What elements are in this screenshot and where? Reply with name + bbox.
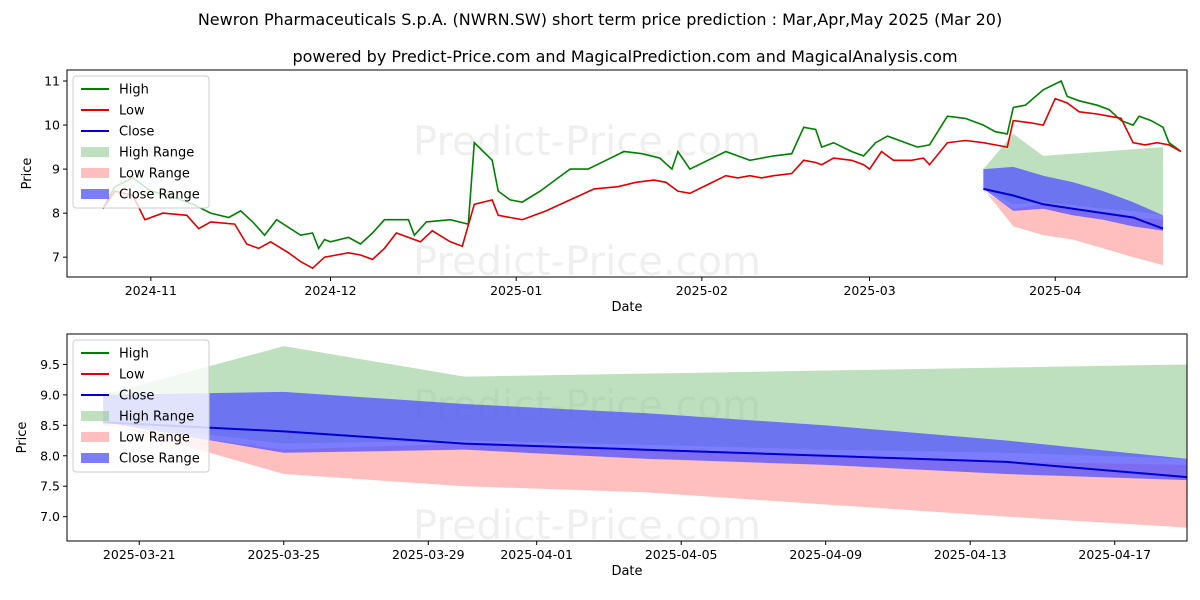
prediction-zoom-panel-legend-close-range-swatch (81, 453, 109, 463)
prediction-zoom-panel-y-tick-label: 9.5 (40, 357, 60, 372)
history-price-panel-close-line (983, 187, 1164, 230)
prediction-zoom-panel-legend-low-range-swatch (81, 432, 109, 442)
prediction-zoom-panel-legend-low-label: Low (119, 368, 145, 383)
prediction-zoom-panel-x-tick-label: 2025-03-25 (247, 547, 320, 562)
history-price-panel-x-tick-label: 2025-03 (843, 283, 895, 298)
prediction-zoom-panel-y-tick-label: 8.5 (40, 418, 60, 433)
prediction-zoom-panel-x-tick-label: 2025-04-09 (789, 547, 862, 562)
history-price-panel-legend-high-range-label: High Range (119, 146, 194, 161)
prediction-zoom-panel-x-tick-label: 2025-03-29 (392, 547, 465, 562)
prediction-zoom-panel-y-tick-label: 7.0 (40, 509, 60, 524)
prediction-zoom-panel: Predict-Price.comPredict-Price.com2025-0… (15, 333, 1188, 579)
history-price-panel-legend-high-label: High (119, 83, 149, 98)
prediction-zoom-panel-x-tick-label: 2025-04-13 (934, 547, 1007, 562)
history-price-panel-y-tick-label: 8 (52, 206, 60, 221)
history-price-panel-watermark-bottom: Predict-Price.com (413, 239, 761, 285)
prediction-zoom-panel-y-tick-label: 8.0 (40, 448, 60, 463)
history-price-panel-y-tick-label: 9 (52, 162, 60, 177)
history-price-panel: Predict-Price.com Predict-Price.com 2024-1… (20, 69, 1188, 315)
history-price-panel-high-line (102, 79, 1182, 251)
history-price-panel-legend-close-range-swatch (81, 189, 109, 199)
chart-subtitle: powered by Predict-Price.com and Magical… (292, 47, 957, 66)
prediction-zoom-panel-close-line (103, 421, 1188, 479)
history-price-panel-legend-low-range-label: Low Range (119, 167, 190, 182)
history-price-panel-y-axis-label: Price (20, 158, 35, 190)
prediction-zoom-panel-x-axis-label: Date (611, 564, 642, 579)
history-price-panel-y-tick-label: 10 (44, 118, 60, 133)
history-price-panel-legend-high-range-swatch (81, 147, 109, 157)
prediction-zoom-panel-y-tick-label: 9.0 (40, 387, 60, 402)
history-price-panel-x-tick-label: 2025-01 (490, 283, 542, 298)
prediction-zoom-panel-legend-close-label: Close (119, 389, 154, 404)
prediction-zoom-panel-watermark-bottom: Predict-Price.com (413, 503, 761, 549)
prediction-zoom-panel-legend-high-label: High (119, 347, 149, 362)
prediction-zoom-panel-legend-close-range-label: Close Range (119, 452, 200, 467)
history-price-panel-legend-low-label: Low (119, 104, 145, 119)
history-price-panel-legend-low-range-swatch (81, 168, 109, 178)
history-price-panel-y-tick-label: 11 (44, 74, 60, 89)
prediction-zoom-panel-legend-low-range-label: Low Range (119, 431, 190, 446)
chart-title: Newron Pharmaceuticals S.p.A. (NWRN.SW) … (198, 10, 1002, 29)
prediction-zoom-panel-legend-high-range-swatch (81, 411, 109, 421)
prediction-zoom-panel-x-tick-label: 2025-03-21 (103, 547, 176, 562)
prediction-zoom-panel-x-tick-label: 2025-04-05 (645, 547, 718, 562)
history-price-panel-x-tick-label: 2025-04 (1029, 283, 1081, 298)
history-price-panel-watermark-top: Predict-Price.com (413, 119, 761, 165)
history-price-panel-x-axis-label: Date (611, 300, 642, 315)
prediction-zoom-panel-y-tick-label: 7.5 (40, 479, 60, 494)
history-price-panel-x-tick-label: 2025-02 (676, 283, 728, 298)
history-price-panel-x-tick-label: 2024-11 (125, 283, 177, 298)
prediction-zoom-panel-legend-high-range-label: High Range (119, 410, 194, 425)
prediction-zoom-panel-x-tick-label: 2025-04-01 (500, 547, 573, 562)
history-price-panel-frame (66, 69, 1188, 278)
prediction-zoom-panel-x-tick-label: 2025-04-17 (1078, 547, 1151, 562)
history-price-panel-low-line (102, 97, 1182, 270)
history-price-panel-y-tick-label: 7 (52, 250, 60, 265)
history-price-panel-legend-close-label: Close (119, 125, 154, 140)
prediction-zoom-panel-frame (66, 333, 1188, 542)
prediction-zoom-panel-y-axis-label: Price (15, 422, 30, 454)
history-price-panel-x-tick-label: 2024-12 (304, 283, 356, 298)
history-price-panel-legend-close-range-label: Close Range (119, 188, 200, 203)
